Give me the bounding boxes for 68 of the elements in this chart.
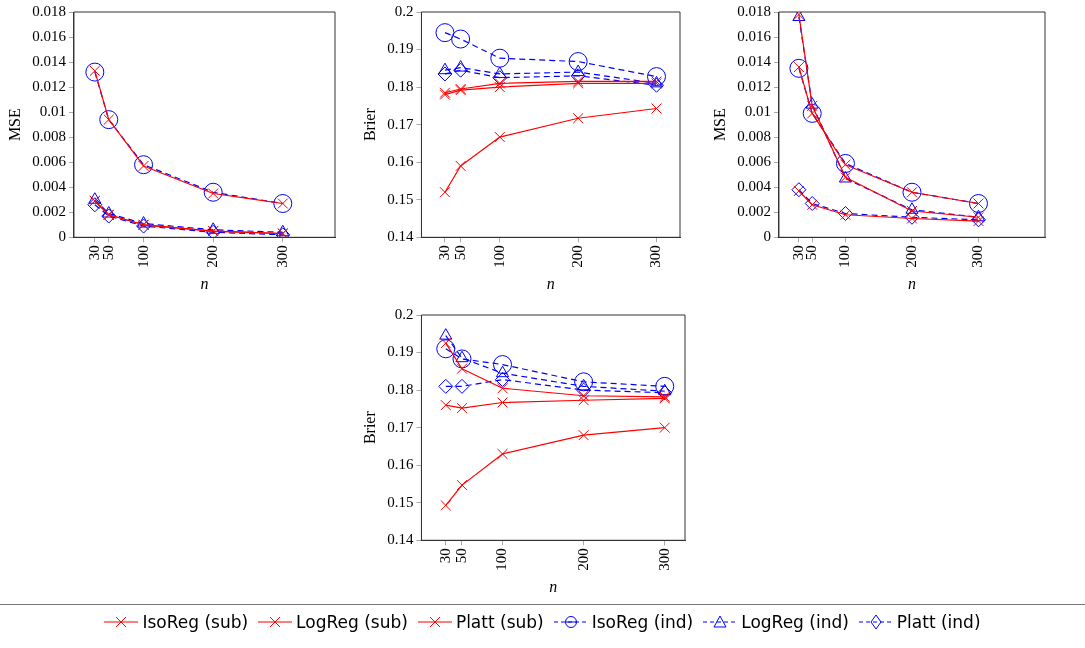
y-tick-label: 0.004 bbox=[737, 178, 772, 195]
x-axis-title: n bbox=[546, 274, 555, 292]
x-tick-label: 100 bbox=[836, 245, 853, 268]
y-tick-label: 0.012 bbox=[32, 78, 66, 95]
y-tick-label: 0.012 bbox=[737, 78, 771, 95]
x-tick-label: 100 bbox=[490, 245, 507, 268]
y-tick-label: 0.002 bbox=[737, 203, 771, 220]
legend-label: LogReg (sub) bbox=[296, 612, 408, 632]
legend-label: IsoReg (sub) bbox=[142, 612, 249, 632]
legend-label: Platt (sub) bbox=[455, 612, 544, 632]
y-tick-label: 0.16 bbox=[387, 456, 414, 473]
legend-label: Platt (ind) bbox=[896, 612, 981, 632]
y-tick-label: 0 bbox=[763, 228, 771, 245]
y-tick-label: 0.18 bbox=[387, 381, 414, 398]
y-tick-label: 0.18 bbox=[387, 78, 414, 95]
y-tick-label: 0.004 bbox=[32, 178, 67, 195]
y-tick-label: 0.2 bbox=[394, 305, 414, 322]
x-axis-title: n bbox=[200, 274, 209, 292]
y-tick-label: 0.19 bbox=[387, 40, 414, 57]
x-tick-label: 300 bbox=[969, 245, 986, 268]
y-tick-label: 0 bbox=[58, 228, 66, 245]
y-tick-label: 0.15 bbox=[387, 190, 414, 207]
y-tick-label: 0.006 bbox=[737, 153, 772, 170]
x-tick-label: 100 bbox=[134, 245, 151, 268]
y-axis-title: MSE bbox=[5, 108, 23, 142]
x-axis-title: n bbox=[549, 577, 558, 595]
y-tick-label: 0.008 bbox=[737, 128, 771, 145]
x-tick-label: 100 bbox=[493, 548, 510, 571]
y-axis-title: Brier bbox=[360, 107, 378, 142]
x-tick-label: 30 bbox=[789, 245, 806, 261]
y-tick-label: 0.01 bbox=[39, 103, 66, 120]
y-tick-label: 0.014 bbox=[737, 53, 772, 69]
y-tick-label: 0.01 bbox=[744, 103, 771, 120]
y-tick-label: 0.018 bbox=[32, 2, 66, 19]
y-tick-label: 0.15 bbox=[387, 493, 414, 510]
x-tick-label: 300 bbox=[647, 245, 664, 268]
y-tick-label: 0.17 bbox=[387, 115, 414, 132]
x-tick-label: 200 bbox=[574, 548, 591, 571]
legend-label: LogReg (ind) bbox=[741, 612, 849, 632]
x-tick-label: 50 bbox=[99, 245, 116, 261]
x-tick-label: 30 bbox=[85, 245, 102, 261]
legend-label: IsoReg (ind) bbox=[591, 612, 694, 632]
y-tick-label: 0.2 bbox=[394, 2, 414, 19]
y-tick-label: 0.16 bbox=[387, 153, 414, 170]
x-tick-label: 30 bbox=[435, 245, 452, 261]
x-tick-label: 300 bbox=[655, 548, 672, 571]
x-tick-label: 50 bbox=[452, 548, 469, 564]
y-tick-label: 0.002 bbox=[32, 203, 66, 220]
x-axis-title: n bbox=[907, 274, 916, 292]
x-tick-label: 50 bbox=[451, 245, 468, 261]
y-tick-label: 0.014 bbox=[32, 53, 67, 69]
x-tick-label: 200 bbox=[569, 245, 586, 268]
x-tick-label: 200 bbox=[902, 245, 919, 268]
y-tick-label: 0.14 bbox=[387, 531, 414, 548]
y-tick-label: 0.016 bbox=[32, 27, 67, 44]
y-tick-label: 0.008 bbox=[32, 128, 66, 145]
x-tick-label: 30 bbox=[436, 548, 453, 564]
y-tick-label: 0.018 bbox=[737, 2, 771, 19]
y-axis-title: Brier bbox=[360, 410, 378, 445]
y-tick-label: 0.016 bbox=[737, 27, 772, 44]
y-tick-label: 0.19 bbox=[387, 343, 414, 360]
x-tick-label: 50 bbox=[803, 245, 820, 261]
y-tick-label: 0.17 bbox=[387, 418, 414, 435]
x-tick-label: 300 bbox=[273, 245, 290, 268]
y-axis-title: MSE bbox=[710, 108, 728, 142]
x-tick-label: 200 bbox=[204, 245, 221, 268]
y-tick-label: 0.14 bbox=[387, 228, 414, 245]
y-tick-label: 0.006 bbox=[32, 153, 67, 170]
